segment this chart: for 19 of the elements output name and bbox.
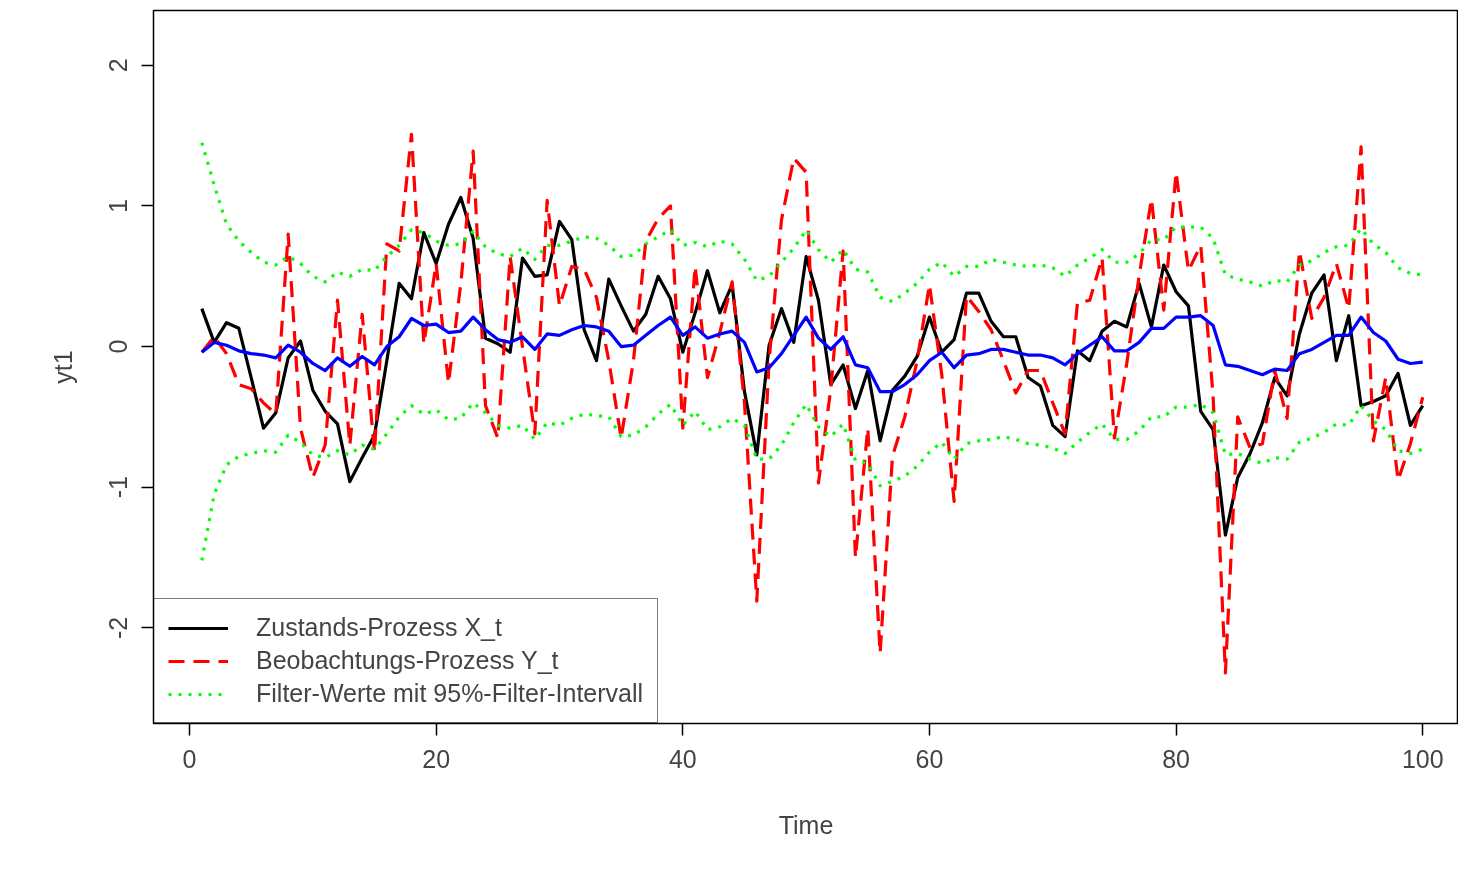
line-series	[200, 401, 1425, 562]
legend-label: Zustands-Prozess X_t	[256, 613, 502, 642]
x-tick-label: 100	[1401, 744, 1444, 773]
x-tick-label: 0	[182, 744, 197, 773]
y-tick-label: -1	[104, 476, 133, 499]
x-tick-label: 40	[668, 744, 697, 773]
x-tick-label: 60	[915, 744, 944, 773]
y-tick-label: 2	[104, 58, 133, 73]
y-axis-title: yt1	[48, 350, 77, 384]
legend-label: Beobachtungs-Prozess Y_t	[256, 646, 559, 675]
line-series	[200, 314, 1425, 394]
x-axis-title: Time	[778, 810, 834, 839]
x-tick-label: 20	[422, 744, 451, 773]
x-tick-label: 80	[1162, 744, 1190, 773]
y-tick-label: -2	[104, 616, 133, 639]
legend-label: Filter-Werte mit 95%-Filter-Intervall	[256, 679, 644, 708]
line-series	[200, 132, 1425, 675]
y-tick-label: 0	[104, 339, 133, 354]
y-tick-label: 1	[104, 199, 133, 213]
